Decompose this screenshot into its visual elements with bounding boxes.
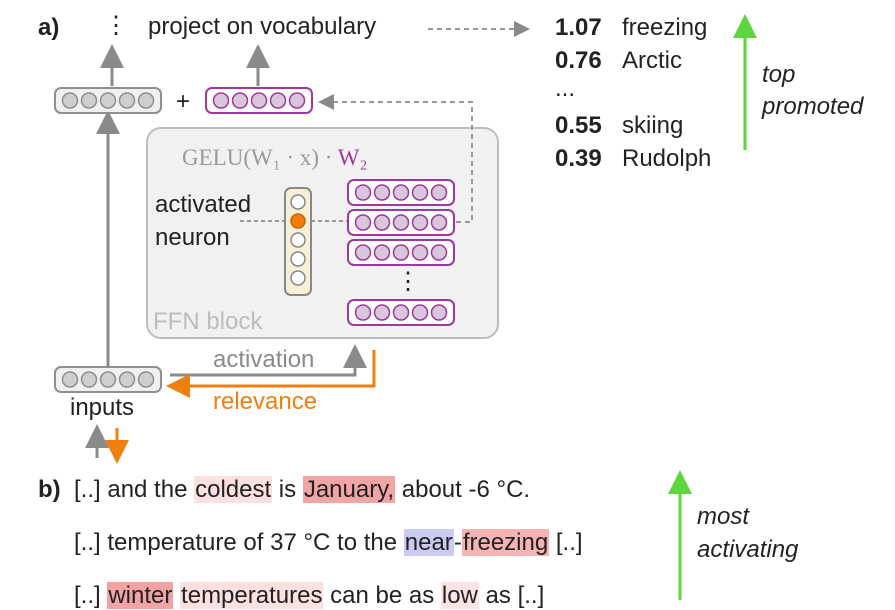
vector-cell — [354, 244, 372, 261]
vector-cell — [411, 214, 429, 231]
highlighted-token: January, — [302, 476, 396, 503]
neuron — [290, 194, 306, 210]
token-score: 1.07 — [555, 14, 602, 41]
neuron — [290, 270, 306, 286]
vector-cell — [61, 92, 79, 109]
vector-cell — [430, 214, 448, 231]
activation-label: activation — [213, 346, 315, 373]
vector-cell — [392, 184, 410, 201]
neuron — [290, 251, 306, 267]
text-span: [..] — [549, 529, 583, 556]
token-word: Arctic — [622, 47, 682, 74]
token-word: Rudolph — [622, 145, 712, 172]
formula-part: W₂ — [337, 145, 368, 170]
vector-cell — [288, 92, 306, 109]
sentence: [..] and the coldest is January, about -… — [74, 476, 530, 504]
token-score: 0.55 — [555, 112, 602, 139]
vector-cell — [212, 92, 230, 109]
token-score: 0.76 — [555, 47, 602, 74]
vector-cell — [411, 244, 429, 261]
vector-cell — [118, 92, 136, 109]
vector-cell — [392, 304, 410, 321]
promoted-label: promoted — [762, 93, 864, 120]
ffn-label: FFN block — [153, 308, 263, 335]
activated-label: activated — [155, 191, 252, 218]
sentence: [..] winter temperatures can be as low a… — [74, 582, 544, 610]
token-word: ... — [555, 75, 576, 102]
vector-cell — [392, 244, 410, 261]
highlighted-token: temperatures — [180, 582, 324, 609]
text-span: about -6 °C. — [395, 476, 531, 503]
neuron — [290, 213, 306, 229]
highlighted-token: winter — [107, 582, 174, 609]
activating-label: activating — [697, 536, 799, 563]
vector-cell — [269, 92, 287, 109]
formula-part: GELU(W₁ · x) · — [182, 145, 338, 170]
text-span: [..] — [74, 582, 108, 609]
neuron-label: neuron — [155, 224, 230, 251]
vector-cell — [373, 184, 391, 201]
text-span: - — [453, 529, 462, 556]
panel-label: a) — [38, 14, 60, 41]
formula: GELU(W₁ · x) · W₂ — [182, 144, 368, 172]
vector-cell — [137, 92, 155, 109]
vector-cell — [354, 304, 372, 321]
vector-cell — [354, 214, 372, 231]
dashed-arrow — [318, 94, 473, 223]
vector-cell — [99, 371, 117, 388]
vector-cell — [392, 214, 410, 231]
vector-cell — [118, 371, 136, 388]
vector-cell — [231, 92, 249, 109]
vector-cell — [430, 304, 448, 321]
sentence: [..] temperature of 37 °C to the near-fr… — [74, 529, 583, 557]
text-span: is — [272, 476, 303, 503]
vector-cell — [137, 371, 155, 388]
token-score: 0.39 — [555, 145, 602, 172]
highlighted-token: low — [440, 582, 479, 609]
top-label: top — [762, 61, 796, 88]
text-span: [..] and the — [74, 476, 195, 503]
relevance-label: relevance — [213, 388, 318, 415]
text-span: [..] temperature of 37 °C to the — [74, 529, 404, 556]
highlighted-token: near — [403, 529, 454, 556]
project-label: project on vocabulary — [148, 13, 377, 40]
plus: + — [176, 88, 191, 115]
inputs-label: inputs — [70, 394, 135, 421]
highlighted-token: coldest — [194, 476, 273, 503]
activation-arrow — [170, 344, 367, 377]
ellipsis: ⋮ — [104, 12, 128, 39]
vector-cell — [354, 184, 372, 201]
neuron — [290, 232, 306, 248]
vector-cell — [373, 304, 391, 321]
vector-cell — [61, 371, 79, 388]
vector-cell — [80, 92, 98, 109]
ellipsis: ⋮ — [396, 268, 420, 295]
text-span: as [..] — [478, 582, 545, 609]
vector-cell — [80, 371, 98, 388]
token-word: freezing — [622, 14, 708, 41]
token-word: skiing — [622, 112, 684, 139]
most-label: most — [697, 503, 750, 530]
vector-cell — [373, 244, 391, 261]
panel-label: b) — [38, 476, 61, 503]
highlighted-token: freezing — [461, 529, 550, 556]
vector-cell — [250, 92, 268, 109]
vector-cell — [373, 214, 391, 231]
vector-cell — [99, 92, 117, 109]
vector-cell — [430, 184, 448, 201]
vector-cell — [411, 304, 429, 321]
vector-cell — [430, 244, 448, 261]
relevance-arrow — [166, 350, 376, 398]
text-span: can be as — [323, 582, 441, 609]
vector-cell — [411, 184, 429, 201]
